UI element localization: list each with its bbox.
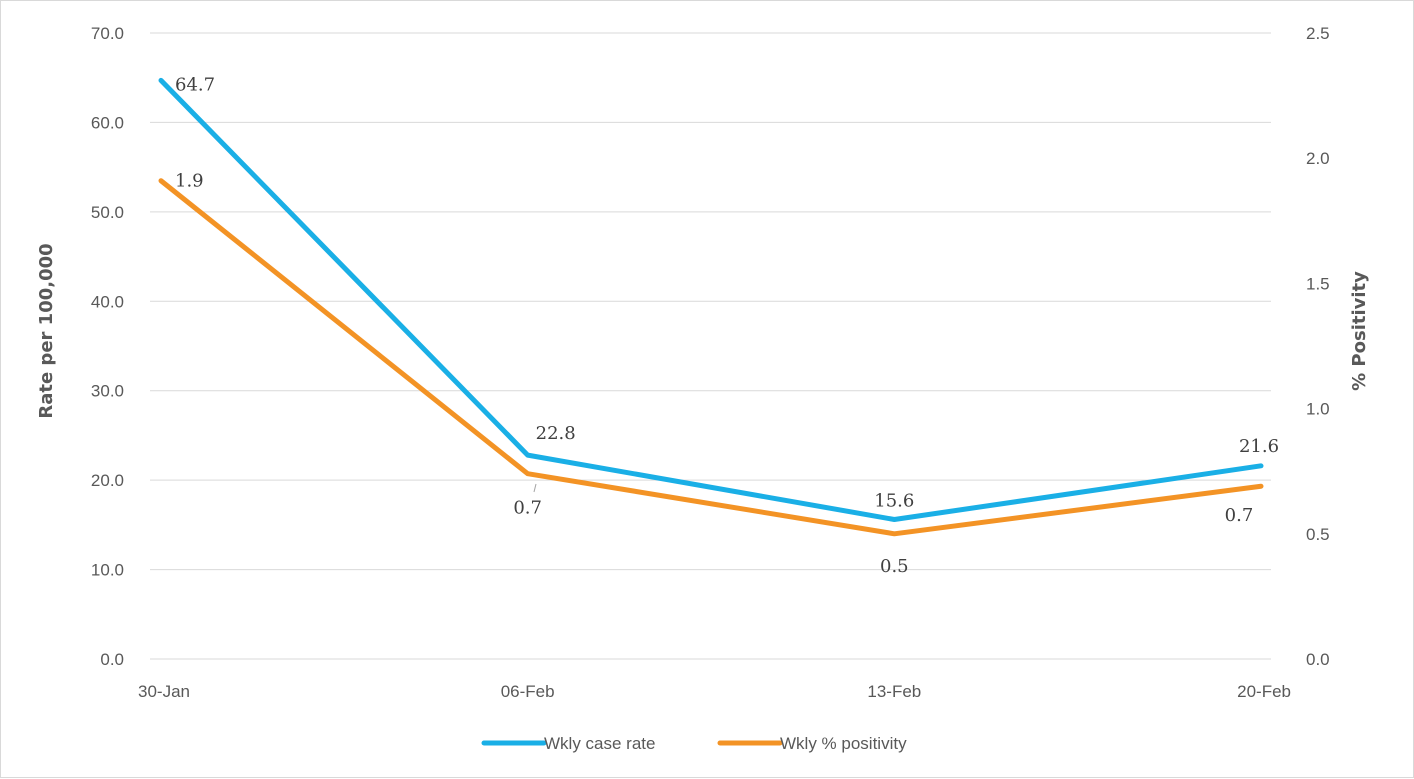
x-tick-label: 30-Jan [138, 682, 190, 701]
left-tick-label: 60.0 [91, 113, 124, 132]
x-tick-label: 20-Feb [1237, 682, 1291, 701]
legend-label: Wkly % positivity [780, 734, 907, 753]
left-tick-label: 10.0 [91, 561, 124, 580]
left-tick-label: 20.0 [91, 471, 124, 490]
left-axis-ticks: 0.0 10.0 20.0 30.0 40.0 50.0 60.0 70.0 [91, 24, 124, 669]
data-labels: 64.7 22.8 15.6 21.6 1.9 0.7 0.5 0.7 [175, 74, 1279, 576]
data-label: 64.7 [175, 74, 215, 95]
right-tick-label: 0.5 [1306, 525, 1330, 544]
data-label: 15.6 [874, 490, 914, 511]
leader-line [533, 483, 537, 493]
right-tick-label: 2.5 [1306, 24, 1330, 43]
left-tick-label: 50.0 [91, 203, 124, 222]
series-line [158, 77, 1264, 522]
data-label: 22.8 [536, 423, 576, 444]
x-tick-label: 13-Feb [867, 682, 921, 701]
x-tick-label: 06-Feb [501, 682, 555, 701]
right-tick-label: 1.5 [1306, 274, 1330, 293]
right-tick-label: 1.0 [1306, 400, 1330, 419]
series-line [158, 178, 1264, 537]
left-tick-label: 70.0 [91, 24, 124, 43]
data-label: 1.9 [175, 171, 204, 192]
left-tick-label: 40.0 [91, 292, 124, 311]
series-lines [158, 77, 1264, 537]
x-axis-ticks: 30-Jan 06-Feb 13-Feb 20-Feb [138, 682, 1291, 701]
left-tick-label: 0.0 [100, 650, 124, 669]
right-tick-label: 2.0 [1306, 149, 1330, 168]
data-label: 21.6 [1239, 436, 1279, 457]
legend-label: Wkly case rate [544, 734, 655, 753]
right-axis-ticks: 0.0 0.5 1.0 1.5 2.0 2.5 [1306, 24, 1330, 669]
left-tick-label: 30.0 [91, 382, 124, 401]
y2-axis-title: % Positivity [1349, 271, 1370, 391]
data-label: 0.5 [880, 556, 909, 577]
data-label: 0.7 [1225, 505, 1254, 526]
legend: Wkly case rate Wkly % positivity [481, 734, 907, 753]
y-axis-title: Rate per 100,000 [36, 243, 57, 418]
gridlines [150, 32, 1271, 660]
data-label: 0.7 [513, 498, 542, 519]
right-tick-label: 0.0 [1306, 650, 1330, 669]
